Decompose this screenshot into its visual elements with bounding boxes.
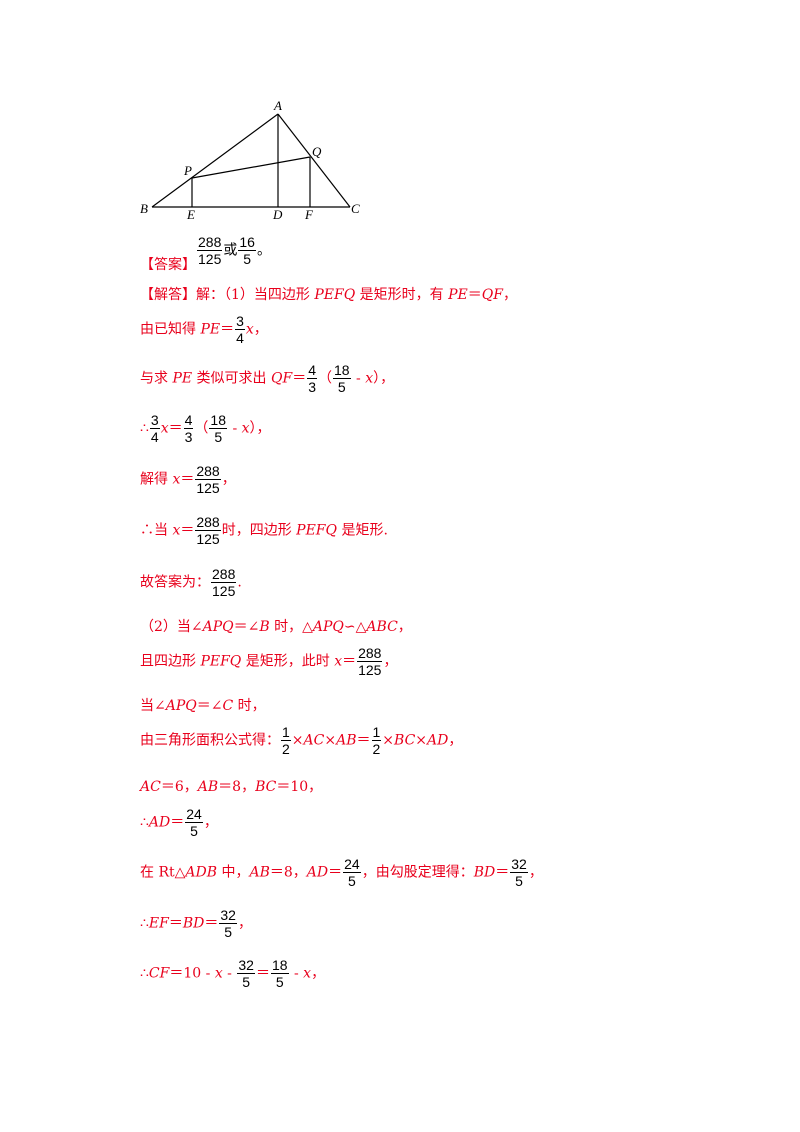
segment-ab (151, 113, 279, 208)
solution-line-9: 且四边形 PEFQ 是矩形，此时 x＝ 288 125， (140, 645, 398, 678)
solution-line-6: ∴当 x＝ 288 125 时，四边形 PEFQ 是矩形. (140, 514, 388, 547)
solution-line-7: 故答案为： 288 125. (140, 566, 242, 599)
label-q: Q (312, 144, 322, 159)
solution-line-1: 【解答】解：（1）当四边形 PEFQ 是矩形时，有 PE＝QF， (140, 287, 517, 303)
triangle-figure: A B C D E F P Q (140, 98, 360, 222)
solution-line-15: ∴EF＝BD＝ 32 5， (140, 907, 252, 940)
segment-ac (277, 113, 351, 208)
solution-line-16: ∴CF＝10 - x - 32 5 ＝ 18 5 - x， (140, 957, 326, 990)
label-f: F (304, 207, 314, 222)
solution-line-4: ∴ 3 4 x＝ 4 3 （18 5 - x）， (140, 412, 271, 445)
label-b: B (140, 201, 148, 216)
solution-line-3: 与求 PE 类似可求出 QF＝ 4 3 （18 5 - x）， (140, 362, 395, 395)
label-a: A (273, 98, 282, 113)
solution-line-5: 解得 x＝ 288 125， (140, 463, 236, 496)
answer-fraction-2: 16 5 (238, 234, 256, 267)
label-c: C (351, 201, 360, 216)
solution-line-8: （2）当∠APQ＝∠B 时，△APQ∽△ABC， (140, 619, 412, 635)
answer-fraction-1: 288 125 (197, 234, 223, 267)
solution-line-10: 当∠APQ＝∠C 时， (140, 698, 266, 714)
solution-line-13: ∴AD＝ 24 5， (140, 806, 218, 839)
label-e: E (186, 207, 195, 222)
answer-line: 【答案】 288 125 或 16 5。 (140, 234, 271, 273)
solution-line-14: 在 Rt△ADB 中，AB＝8，AD＝ 24 5 ，由勾股定理得：BD＝ 32 5， (140, 856, 543, 889)
label-p: P (183, 163, 192, 178)
solution-line-2: 由已知得 PE＝ 3 4 x， (140, 313, 268, 346)
solution-line-12: AC＝6，AB＝8，BC＝10， (140, 779, 323, 795)
solution-line-11: 由三角形面积公式得： 1 2 ×AC×AB＝ 1 2 ×BC×AD， (140, 724, 463, 757)
segment-pq (191, 156, 311, 179)
answer-tag: 【答案】 (140, 256, 196, 273)
label-d: D (272, 207, 283, 222)
